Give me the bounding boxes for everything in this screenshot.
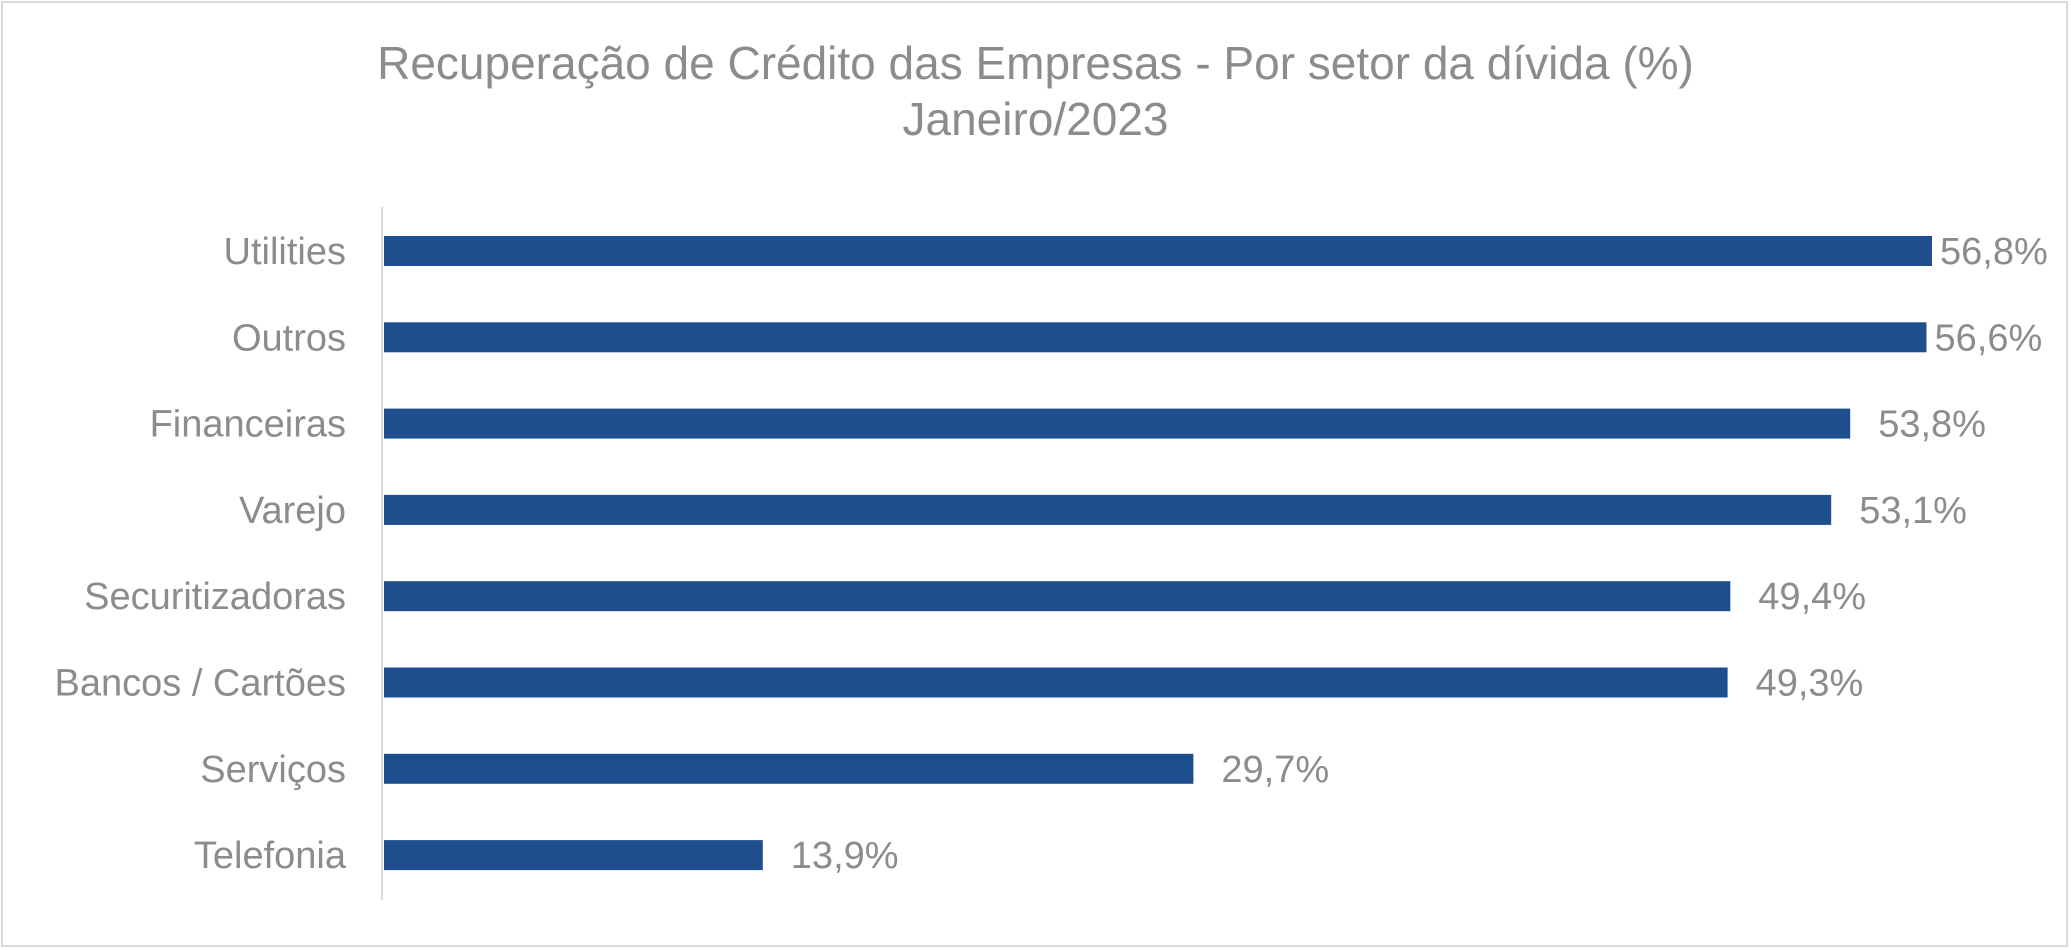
data-label: 49,3%: [1756, 663, 1864, 705]
category-label: Utilities: [224, 231, 346, 273]
bar-4: [384, 581, 1731, 612]
chart-title-block: Recuperação de Crédito das Empresas - Po…: [0, 35, 2071, 147]
category-label: Varejo: [239, 490, 346, 532]
data-label: 53,8%: [1878, 404, 1986, 446]
data-label: 49,4%: [1758, 576, 1866, 618]
bar-0: [384, 236, 1932, 266]
chart-title: Recuperação de Crédito das Empresas - Po…: [377, 37, 1694, 89]
category-label: Bancos / Cartões: [55, 663, 346, 705]
chart-subtitle: Janeiro/2023: [902, 93, 1169, 145]
category-label: Serviços: [200, 749, 346, 791]
bar-1: [384, 322, 1927, 353]
data-label: 56,6%: [1935, 317, 2043, 359]
bar-series: [384, 236, 1932, 871]
category-label: Telefonia: [194, 835, 347, 877]
data-label: 53,1%: [1859, 490, 1967, 532]
data-label: 13,9%: [791, 835, 899, 877]
category-label: Outros: [232, 317, 346, 359]
data-label: 56,8%: [1940, 231, 2048, 273]
bar-5: [384, 667, 1728, 698]
category-label: Securitizadoras: [84, 576, 346, 618]
category-label: Financeiras: [150, 404, 346, 446]
bar-2: [384, 408, 1851, 439]
bar-3: [384, 494, 1832, 525]
data-label: 29,7%: [1221, 749, 1329, 791]
category-labels: Utilities Outros Financeiras Varejo Securiti…: [55, 231, 347, 877]
data-labels: 56,8% 56,6% 53,8% 53,1% 49,4% 49,3% 29,7% 13,9%: [791, 231, 2048, 877]
bar-7: [384, 840, 763, 871]
bar-6: [384, 753, 1194, 784]
